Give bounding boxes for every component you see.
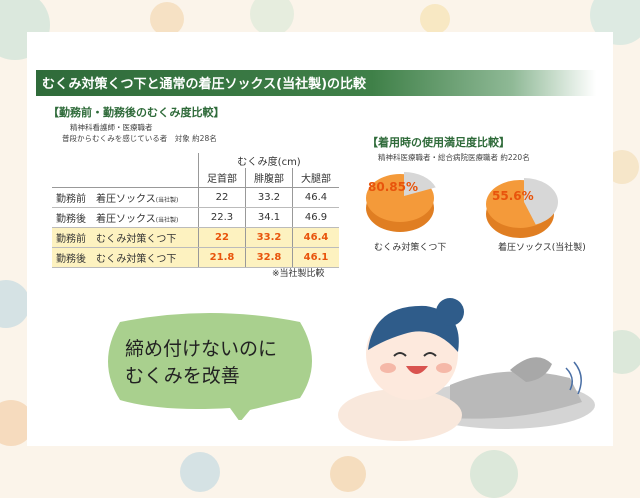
table-note: ※当社製比較 (272, 269, 325, 279)
column-header: 足首部 (198, 168, 246, 188)
table-cell: 34.1 (245, 207, 293, 228)
row-label: 勤務前 着圧ソックス (56, 194, 156, 205)
pie-slice-remainder (404, 172, 436, 196)
pie-chart (366, 172, 436, 232)
table-cell: 22 (198, 187, 246, 208)
column-header: 腓腹部 (245, 168, 293, 188)
table-cell: 21.8 (198, 247, 246, 268)
resting-woman-illustration (338, 298, 595, 441)
table-row: 勤務後 着圧ソックス(当社製) 22.3 34.1 46.9 (52, 207, 339, 228)
pie-label: 着圧ソックス(当社製) (498, 243, 586, 253)
table-cell: 46.4 (292, 227, 339, 248)
swelling-table: むくみ度(cm) 足首部 腓腹部 大腿部 勤務前 着圧ソックス(当社製) 22 … (52, 153, 339, 268)
table-row-highlighted: 勤務後 むくみ対策くつ下 21.8 32.8 46.1 (52, 247, 339, 268)
table-cell: 32.8 (245, 247, 293, 268)
table-subtitle-1: 精神科看護師・医療職者 (70, 123, 153, 132)
bubble-line-1: 締め付けないのに (125, 338, 278, 360)
table-section-title: 【勤務前・勤務後のむくみ度比較】 (48, 106, 225, 119)
table-cell: 22 (198, 227, 246, 248)
table-cell: 46.9 (292, 207, 339, 228)
pie-slice-remainder (524, 178, 558, 225)
row-tag: (当社製) (155, 197, 179, 204)
pie-value-label: 55.6% (492, 189, 534, 203)
table-row: 勤務前 着圧ソックス(当社製) 22 33.2 46.4 (52, 187, 339, 208)
table-row-highlighted: 勤務前 むくみ対策くつ下 22 33.2 46.4 (52, 227, 339, 248)
table-cell: 33.2 (245, 187, 293, 208)
speech-bubble (108, 313, 312, 420)
row-label: 勤務後 着圧ソックス (56, 214, 156, 225)
row-label: 勤務後 むくみ対策くつ下 (52, 247, 199, 268)
unit-header: むくみ度(cm) (198, 153, 339, 168)
column-header: 大腿部 (292, 168, 339, 188)
pie-value-label: 80.85% (368, 180, 418, 194)
table-subtitle-2: 普段からむくみを感じている者 対象 約28名 (62, 134, 217, 143)
pie-label: むくみ対策くつ下 (374, 243, 447, 253)
row-label: 勤務前 むくみ対策くつ下 (52, 227, 199, 248)
table-cell: 46.4 (292, 187, 339, 208)
pie-chart (486, 178, 558, 238)
pie-subtitle: 精神科医療職者・総合病院医療職者 約220名 (378, 153, 530, 162)
page-title: むくみ対策くつ下と通常の着圧ソックス(当社製)の比較 (42, 77, 367, 92)
title-banner (36, 70, 596, 96)
pie-section-title: 【着用時の使用満足度比較】 (367, 136, 510, 149)
bubble-text: 締め付けないのに むくみを改善 (125, 336, 277, 390)
table-cell: 33.2 (245, 227, 293, 248)
table-cell: 46.1 (292, 247, 339, 268)
bubble-line-2: むくみを改善 (125, 365, 240, 387)
row-tag: (当社製) (155, 217, 179, 224)
table-cell: 22.3 (198, 207, 246, 228)
satisfaction-pie-charts (366, 172, 558, 238)
